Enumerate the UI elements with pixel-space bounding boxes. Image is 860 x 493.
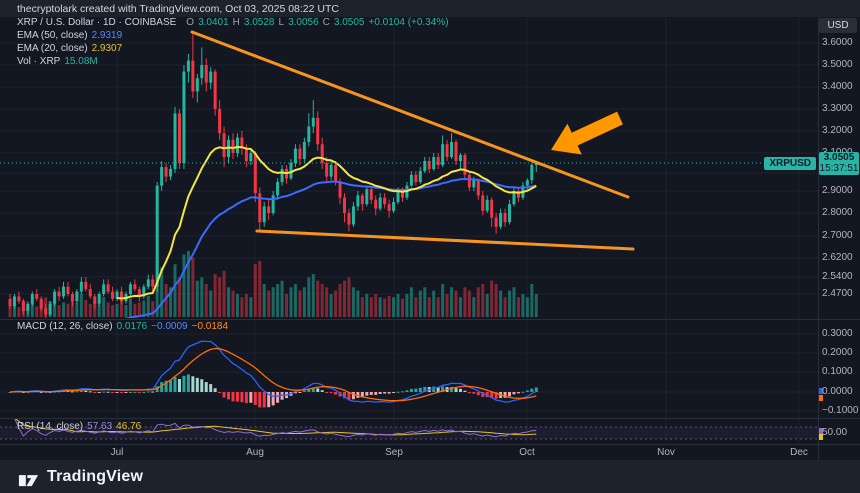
- change-value: +0.0104 (+0.34%): [368, 16, 449, 28]
- price-tick-label: 3.2000: [822, 125, 853, 136]
- rsi-ma-value: 46.76: [116, 420, 142, 432]
- ema50-label: EMA (50, close): [17, 29, 88, 41]
- rsi-value: 57.63: [87, 420, 113, 432]
- time-tick-label: Jul: [110, 447, 124, 458]
- symbol-title-row[interactable]: XRP / U.S. Dollar · 1D · COINBASE O 3.040…: [17, 16, 449, 28]
- tradingview-logo-text[interactable]: TradingView: [47, 468, 144, 485]
- macd-legend[interactable]: MACD (12, 26, close) 0.0176 −0.0009 −0.0…: [17, 320, 229, 335]
- tradingview-logo-icon[interactable]: [17, 466, 40, 489]
- rsi-tick-label: 50.00: [822, 427, 848, 438]
- candles-layer: [8, 32, 538, 318]
- macd-signal-value: −0.0184: [191, 320, 229, 332]
- time-tick-label: Oct: [519, 447, 535, 458]
- price-tick-label: 3.4000: [822, 81, 853, 92]
- ema20-legend-row[interactable]: EMA (20, close) 2.9307: [17, 42, 449, 54]
- volume-label: Vol · XRP: [17, 55, 61, 67]
- time-tick-label: Dec: [790, 447, 808, 458]
- macd-tick-label: 0.0000: [822, 386, 853, 397]
- currency-unit-button[interactable]: USD: [819, 18, 857, 33]
- last-price-tag: 3.0505 15:37:51: [819, 152, 859, 175]
- low-label: L: [278, 16, 285, 28]
- attribution-text: thecryptolark created with TradingView.c…: [17, 2, 339, 15]
- ema20-value: 2.9307: [91, 42, 123, 54]
- volume-value: 15.08M: [64, 55, 98, 67]
- attribution-bar: thecryptolark created with TradingView.c…: [0, 0, 860, 17]
- low-value: 3.0056: [288, 16, 319, 28]
- price-tick-label: 2.5400: [822, 271, 853, 282]
- volume-legend-row[interactable]: Vol · XRP 15.08M: [17, 55, 449, 67]
- gridlines: [0, 17, 818, 445]
- macd-label: MACD (12, 26, close): [17, 320, 113, 332]
- rsi-ma-line: [15, 419, 537, 436]
- last-price-value: 3.0505: [823, 152, 855, 163]
- price-tick-label: 3.5000: [822, 59, 853, 70]
- ema50-line: [123, 178, 537, 318]
- trendline-lower[interactable]: [255, 229, 635, 251]
- macd-line-value: −0.0009: [151, 320, 188, 332]
- high-value: 3.0528: [243, 16, 275, 28]
- open-value: 3.0401: [198, 16, 229, 28]
- price-tick-label: 2.6200: [822, 252, 853, 263]
- price-tick-label: 3.3000: [822, 103, 853, 114]
- axis-value-marker: [819, 395, 823, 401]
- ema20-label: EMA (20, close): [17, 42, 88, 54]
- axis-value-marker: [819, 434, 823, 440]
- macd-signal-line: [9, 347, 537, 402]
- bar-countdown: 15:37:51: [819, 163, 859, 174]
- axis-value-marker: [819, 388, 823, 394]
- price-tick-label: 2.9000: [822, 185, 853, 196]
- ema50-value: 2.9319: [91, 29, 123, 41]
- ema50-legend-row[interactable]: EMA (50, close) 2.9319: [17, 29, 449, 41]
- price-tick-label: 2.4700: [822, 288, 853, 299]
- rsi-layer: [0, 419, 818, 440]
- trendline-upper[interactable]: [190, 30, 630, 199]
- price-tick-label: 3.6000: [822, 37, 853, 48]
- axis-value-marker: [819, 428, 823, 434]
- volume-layer: [8, 251, 538, 317]
- tradingview-footer: TradingView: [0, 461, 860, 493]
- open-label: O: [186, 16, 195, 28]
- rsi-label: RSI (14, close): [17, 420, 84, 432]
- price-tick-label: 2.7000: [822, 230, 853, 241]
- arrow-annotation[interactable]: [551, 111, 623, 155]
- symbol-legend[interactable]: XRP / U.S. Dollar · 1D · COINBASE O 3.040…: [17, 16, 449, 70]
- macd-tick-label: 0.2000: [822, 347, 853, 358]
- rsi-legend[interactable]: RSI (14, close) 57.63 46.76: [17, 420, 142, 435]
- macd-tick-label: 0.3000: [822, 328, 853, 339]
- rsi-line: [14, 419, 537, 438]
- close-label: C: [322, 16, 330, 28]
- price-tick-label: 2.8000: [822, 207, 853, 218]
- macd-tick-label: 0.1000: [822, 366, 853, 377]
- time-tick-label: Sep: [385, 447, 403, 458]
- macd-layer: [8, 340, 538, 408]
- ema20-line: [116, 146, 537, 300]
- symbol-title: XRP / U.S. Dollar · 1D · COINBASE: [17, 16, 177, 28]
- time-tick-label: Aug: [246, 447, 264, 458]
- time-tick-label: Nov: [657, 447, 675, 458]
- symbol-price-tag: XRPUSD: [764, 157, 816, 170]
- ema-layer: [116, 146, 537, 318]
- macd-hist-value: 0.0176: [116, 320, 148, 332]
- macd-tick-label: −0.1000: [822, 405, 859, 416]
- close-value: 3.0505: [333, 16, 365, 28]
- high-label: H: [232, 16, 240, 28]
